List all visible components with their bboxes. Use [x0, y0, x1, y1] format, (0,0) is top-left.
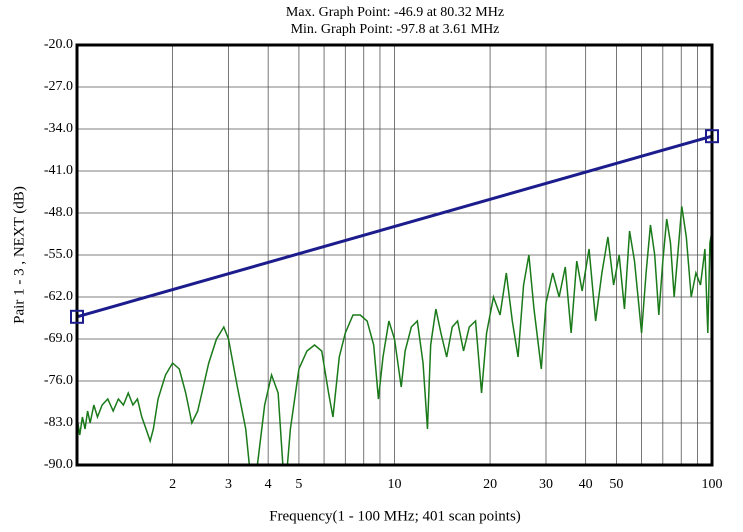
- markers: [70, 129, 719, 324]
- grid: [76, 44, 713, 466]
- y-tick-label: -76.0: [44, 373, 73, 388]
- y-axis-label: Pair 1 - 3 , NEXT (dB): [11, 186, 27, 324]
- point-marker: [705, 129, 719, 144]
- y-tick-label: -69.0: [44, 331, 73, 346]
- x-tick-label: 10: [388, 477, 402, 492]
- y-tick-label: -83.0: [44, 415, 73, 430]
- x-tick-label: 2: [169, 477, 176, 492]
- y-tick-label: -48.0: [44, 205, 73, 220]
- x-tick-label: 20: [483, 477, 497, 492]
- x-tick-label: 40: [579, 477, 593, 492]
- data-line: [77, 134, 712, 319]
- x-tick-label: 3: [225, 477, 232, 492]
- chart-subtitle: Min. Graph Point: -97.8 at 3.61 MHz: [291, 22, 500, 37]
- data-line: [77, 206, 712, 465]
- x-tick-label: 100: [702, 477, 723, 492]
- y-tick-label: -27.0: [44, 79, 73, 94]
- x-tick-label: 4: [265, 477, 272, 492]
- x-tick-label: 30: [539, 477, 553, 492]
- y-tick-label: -41.0: [44, 163, 73, 178]
- x-tick-label: 50: [609, 477, 623, 492]
- y-tick-label: -34.0: [44, 121, 73, 136]
- y-tick-label: -62.0: [44, 289, 73, 304]
- plot-area: [77, 134, 712, 465]
- x-tick-label: 5: [295, 477, 302, 492]
- point-marker: [70, 309, 84, 324]
- y-tick-label: -90.0: [44, 457, 73, 472]
- chart-title: Max. Graph Point: -46.9 at 80.32 MHz: [286, 5, 504, 20]
- x-axis-label: Frequency(1 - 100 MHz; 401 scan points): [269, 508, 521, 524]
- y-tick-label: -20.0: [44, 37, 73, 52]
- plot-border: [75, 43, 714, 467]
- y-tick-label: -55.0: [44, 247, 73, 262]
